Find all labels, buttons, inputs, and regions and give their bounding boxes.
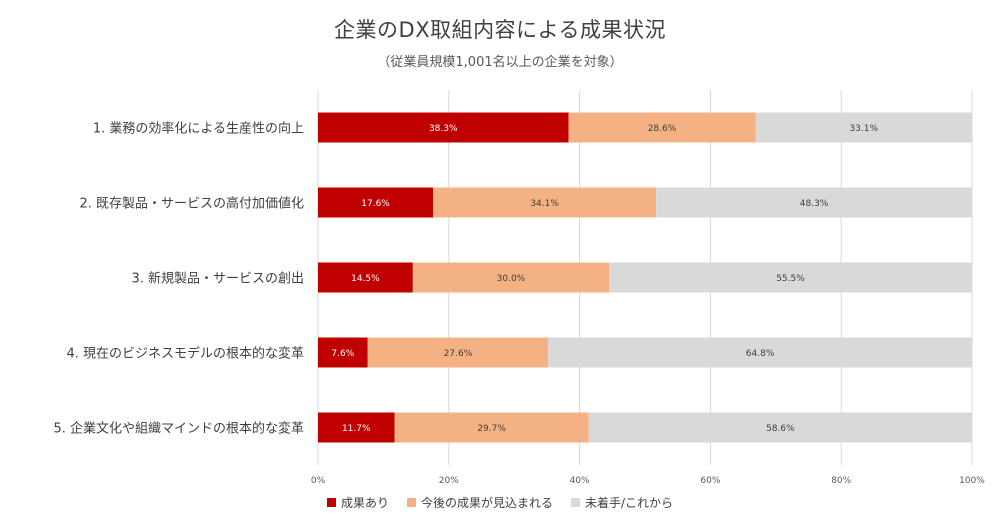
x-tick-label: 100% bbox=[959, 476, 985, 486]
bar-segment bbox=[318, 112, 569, 143]
category-label: 1. 業務の効率化による生産性の向上 bbox=[93, 121, 304, 137]
data-label: 55.5% bbox=[776, 274, 805, 284]
bar-segment bbox=[318, 187, 434, 218]
data-label: 30.0% bbox=[497, 274, 526, 284]
chart-subtitle: （従業員規模1,001名以上の企業を対象） bbox=[377, 55, 623, 70]
legend-swatch-not-started bbox=[570, 498, 580, 507]
legend-item-not-started: 未着手/これから bbox=[570, 494, 674, 511]
x-tick-label: 60% bbox=[700, 476, 720, 486]
chart-legend: 成果あり 今後の成果が見込まれる 未着手/これから bbox=[0, 494, 1000, 511]
bar-segment bbox=[394, 412, 589, 443]
category-label: 3. 新規製品・サービスの創出 bbox=[131, 271, 304, 287]
x-tick-label: 0% bbox=[311, 476, 326, 486]
bar-segment bbox=[318, 337, 368, 368]
bar-segment bbox=[568, 112, 756, 143]
legend-swatch-achieved bbox=[326, 498, 336, 507]
bar-segment bbox=[318, 262, 413, 293]
data-label: 27.6% bbox=[444, 349, 473, 359]
data-label: 28.6% bbox=[648, 124, 677, 134]
data-label: 34.1% bbox=[530, 199, 559, 209]
x-tick-label: 80% bbox=[831, 476, 851, 486]
data-label: 64.8% bbox=[746, 349, 775, 359]
bar-segment bbox=[755, 112, 972, 143]
legend-item-achieved: 成果あり bbox=[326, 494, 389, 511]
data-label: 7.6% bbox=[331, 349, 354, 359]
legend-label-achieved: 成果あり bbox=[340, 496, 389, 510]
bar-segment bbox=[412, 262, 610, 293]
legend-label-expected: 今後の成果が見込まれる bbox=[420, 496, 553, 510]
data-label: 33.1% bbox=[849, 124, 878, 134]
legend-swatch-expected bbox=[406, 498, 416, 507]
data-label: 58.6% bbox=[766, 424, 795, 434]
x-tick-label: 20% bbox=[439, 476, 459, 486]
category-label: 5. 企業文化や組織マインドの根本的な変革 bbox=[53, 421, 304, 437]
bar-segment bbox=[588, 412, 972, 443]
bar-segment bbox=[656, 187, 972, 218]
data-label: 17.6% bbox=[361, 199, 390, 209]
bar-segment bbox=[609, 262, 972, 293]
data-label: 38.3% bbox=[429, 124, 458, 134]
x-tick-label: 40% bbox=[570, 476, 590, 486]
legend-item-expected: 今後の成果が見込まれる bbox=[406, 494, 553, 511]
category-label: 4. 現在のビジネスモデルの根本的な変革 bbox=[66, 346, 304, 362]
bar-segment bbox=[548, 337, 972, 368]
data-label: 14.5% bbox=[351, 274, 380, 284]
bar-segment bbox=[318, 412, 395, 443]
legend-label-not-started: 未着手/これから bbox=[584, 496, 674, 510]
chart-title: 企業のDX取組内容による成果状況 bbox=[334, 18, 666, 42]
stacked-bar-chart: 0% 20% 40% 60% 80% 100% 1. 業務の効率化による生産性の向上 2. 既… bbox=[53, 90, 985, 486]
bar-segment bbox=[433, 187, 657, 218]
bar-segment bbox=[367, 337, 549, 368]
data-label: 48.3% bbox=[800, 199, 829, 209]
data-label: 29.7% bbox=[477, 424, 506, 434]
category-label: 2. 既存製品・サービスの高付加価値化 bbox=[79, 196, 304, 212]
data-label: 11.7% bbox=[342, 424, 371, 434]
